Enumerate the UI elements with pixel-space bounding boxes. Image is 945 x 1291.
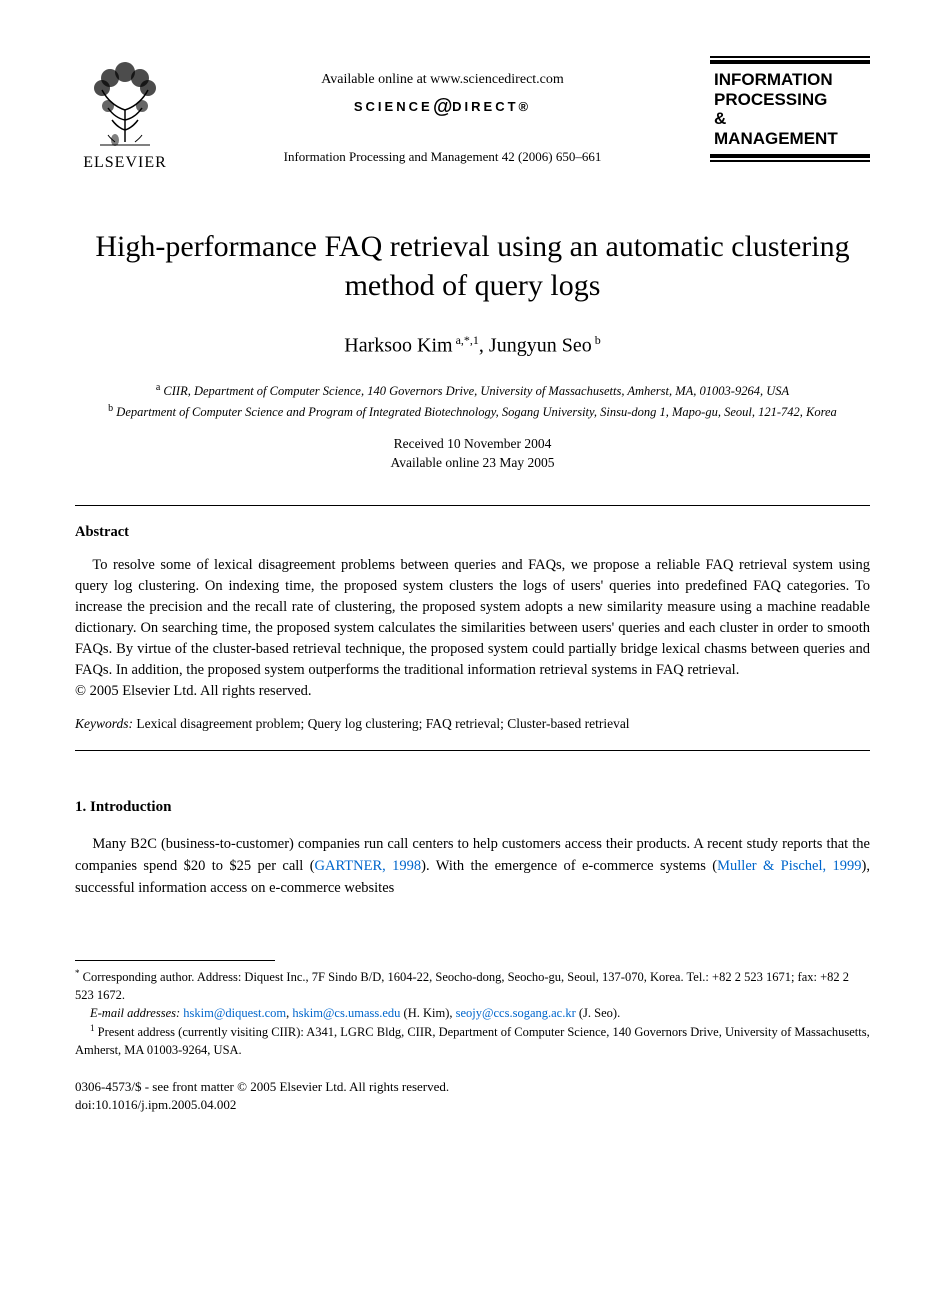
email-link-2[interactable]: hskim@cs.umass.edu: [292, 1006, 400, 1020]
citation-text: Information Processing and Management 42…: [175, 149, 710, 165]
footnote-corr-text: Corresponding author. Address: Diquest I…: [75, 970, 849, 1002]
section-1-heading: 1. Introduction: [75, 799, 870, 816]
author-separator: ,: [479, 335, 489, 357]
affiliation-b-text: Department of Computer Science and Progr…: [113, 405, 837, 419]
center-header: Available online at www.sciencedirect.co…: [175, 60, 710, 165]
received-date: Received 10 November 2004: [75, 435, 870, 454]
footnote-corresponding: * Corresponding author. Address: Diquest…: [75, 967, 870, 1004]
keywords-line: Keywords: Lexical disagreement problem; …: [75, 716, 870, 732]
journal-line-1: INFORMATION: [714, 70, 866, 90]
available-online-text: Available online at www.sciencedirect.co…: [175, 72, 710, 88]
abstract-copyright: © 2005 Elsevier Ltd. All rights reserved…: [75, 683, 870, 700]
at-symbol-icon: @: [433, 96, 453, 118]
citation-link-gartner[interactable]: GARTNER, 1998: [315, 858, 422, 874]
footnote-present-address: 1 Present address (currently visiting CI…: [75, 1022, 870, 1059]
email-name-1: (H. Kim),: [400, 1006, 455, 1020]
section-1-paragraph: Many B2C (business-to-customer) companie…: [75, 834, 870, 899]
footer-block: 0306-4573/$ - see front matter © 2005 El…: [75, 1078, 870, 1114]
author-1-name: Harksoo Kim: [344, 335, 452, 357]
keywords-label: Keywords:: [75, 716, 136, 731]
footnote-emails: E-mail addresses: hskim@diquest.com, hsk…: [75, 1004, 870, 1022]
footnotes-block: * Corresponding author. Address: Diquest…: [75, 967, 870, 1060]
footnote-rule: [75, 960, 275, 961]
journal-line-4: MANAGEMENT: [714, 129, 866, 149]
journal-line-2: PROCESSING: [714, 90, 866, 110]
abstract-heading: Abstract: [75, 524, 870, 541]
issn-line: 0306-4573/$ - see front matter © 2005 El…: [75, 1078, 870, 1096]
body-text-part-2: ). With the emergence of e-commerce syst…: [421, 858, 717, 874]
online-date: Available online 23 May 2005: [75, 454, 870, 473]
journal-title-box: INFORMATION PROCESSING & MANAGEMENT: [710, 60, 870, 158]
email-link-3[interactable]: seojy@ccs.sogang.ac.kr: [456, 1006, 576, 1020]
abstract-top-rule: [75, 505, 870, 506]
dates-block: Received 10 November 2004 Available onli…: [75, 435, 870, 473]
sciencedirect-logo: SCIENCE@DIRECT®: [175, 96, 710, 119]
citation-link-muller[interactable]: Muller & Pischel, 1999: [717, 858, 861, 874]
abstract-bottom-rule: [75, 750, 870, 751]
doi-line: doi:10.1016/j.ipm.2005.04.002: [75, 1096, 870, 1114]
affiliation-a: a CIIR, Department of Computer Science, …: [75, 380, 870, 401]
email-label: E-mail addresses:: [90, 1006, 183, 1020]
email-name-2: (J. Seo).: [576, 1006, 620, 1020]
abstract-section: Abstract To resolve some of lexical disa…: [75, 524, 870, 732]
keywords-text: Lexical disagreement problem; Query log …: [136, 716, 629, 731]
publisher-name: ELSEVIER: [75, 154, 175, 172]
elsevier-tree-icon: [80, 60, 170, 150]
footnote-addr-text: Present address (currently visiting CIIR…: [75, 1025, 870, 1057]
author-2-sup: b: [592, 333, 601, 347]
affiliations-block: a CIIR, Department of Computer Science, …: [75, 380, 870, 422]
journal-line-3: &: [714, 109, 866, 129]
authors-block: Harksoo Kim a,*,1, Jungyun Seo b: [75, 333, 870, 358]
author-1-sup: a,*,1: [453, 333, 479, 347]
sciencedirect-prefix: SCIENCE: [354, 99, 433, 114]
header-section: ELSEVIER Available online at www.science…: [75, 60, 870, 172]
author-2-name: Jungyun Seo: [489, 335, 592, 357]
affiliation-b: b Department of Computer Science and Pro…: [75, 401, 870, 422]
publisher-logo-block: ELSEVIER: [75, 60, 175, 172]
abstract-text: To resolve some of lexical disagreement …: [75, 555, 870, 681]
article-title: High-performance FAQ retrieval using an …: [75, 227, 870, 305]
sciencedirect-suffix: DIRECT®: [452, 99, 531, 114]
affiliation-a-text: CIIR, Department of Computer Science, 14…: [160, 384, 789, 398]
email-link-1[interactable]: hskim@diquest.com: [183, 1006, 286, 1020]
